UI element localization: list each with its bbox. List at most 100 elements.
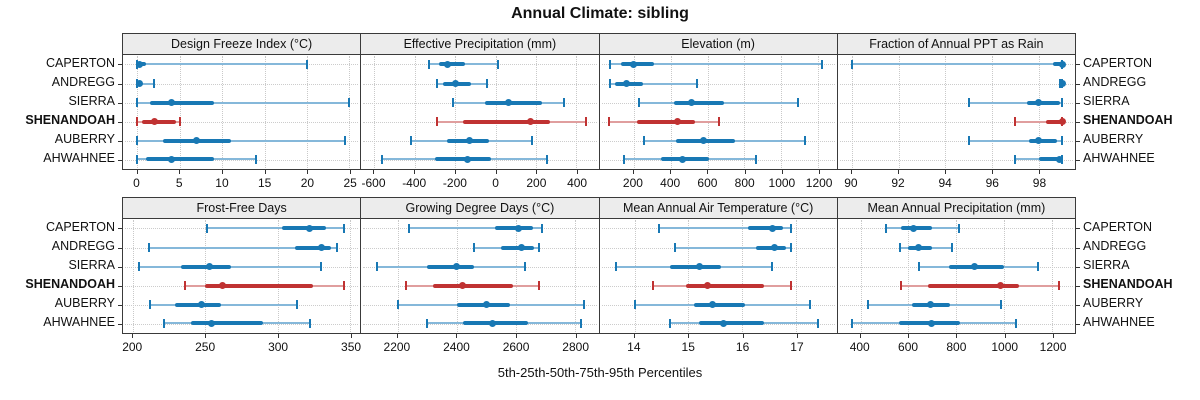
whisker-cap-auberry xyxy=(396,300,399,309)
median-dot-andregg xyxy=(135,80,143,87)
site-label-auberry: AUBERRY xyxy=(54,296,115,310)
row-tick-right xyxy=(1076,83,1080,85)
median-dot-caperton xyxy=(768,224,776,232)
axis-tick-mark xyxy=(577,170,579,174)
whisker-cap-shenandoah xyxy=(900,281,903,290)
site-label-andregg: ANDREGG xyxy=(1083,75,1147,89)
median-dot-andregg xyxy=(771,244,779,251)
site-label-caperton: CAPERTON xyxy=(1083,220,1153,234)
site-label-auberry: AUBERRY xyxy=(1083,296,1144,310)
range-5-95-caperton xyxy=(137,63,307,66)
range-25-75-shenandoah xyxy=(433,283,513,288)
panel-fraction-of-annual-ppt-as-rain: Fraction of Annual PPT as Rain 90 92 94 96 98 xyxy=(836,33,1080,196)
plot-area-mean-annual-precipitation-mm xyxy=(836,219,1080,334)
site-label-ahwahnee: AHWAHNEE xyxy=(43,315,115,329)
range-25-75-shenandoah xyxy=(637,119,695,124)
gridline-vertical xyxy=(670,56,672,168)
axis-tick-mark xyxy=(744,170,746,174)
median-dot-auberry xyxy=(700,137,708,144)
site-label-sierra: SIERRA xyxy=(68,94,115,108)
median-dot-sierra xyxy=(206,263,214,270)
whisker-cap-caperton xyxy=(850,59,853,69)
whisker-cap-auberry xyxy=(136,136,139,145)
whisker-cap-auberry xyxy=(530,136,533,145)
range-25-75-shenandoah xyxy=(463,119,551,124)
median-dot-shenandoah xyxy=(674,118,682,125)
row-tick-right xyxy=(1076,304,1080,306)
median-dot-sierra xyxy=(505,99,513,106)
range-5-95-andregg xyxy=(674,246,791,249)
gridline-vertical xyxy=(1038,56,1040,168)
gridline-vertical xyxy=(992,56,994,168)
median-dot-shenandoah xyxy=(527,118,535,125)
median-dot-auberry xyxy=(193,137,201,144)
x-axis-effective-precipitation-mm: -600 -400 -200 0 200 400 xyxy=(360,170,599,196)
median-dot-sierra xyxy=(167,99,175,106)
range-25-75-shenandoah xyxy=(1045,119,1063,124)
gridline-vertical xyxy=(374,56,376,168)
gridline-vertical xyxy=(851,56,853,168)
range-5-95-auberry xyxy=(137,139,345,142)
row-tick-left xyxy=(118,102,122,104)
axis-tick-label: 400 xyxy=(849,340,870,354)
median-dot-ahwahnee xyxy=(167,155,175,163)
median-dot-shenandoah xyxy=(219,282,227,289)
axis-tick-label: 200 xyxy=(122,340,143,354)
gridline-vertical xyxy=(277,220,279,332)
range-25-75-sierra xyxy=(180,264,232,269)
axis-tick-mark xyxy=(396,334,398,338)
site-labels-left-row2: CAPERTON ANDREGG SIERRA SHENANDOAH AUBERRY AH… xyxy=(0,197,122,332)
axis-tick-label: 300 xyxy=(268,340,289,354)
gridline-horizontal xyxy=(839,247,1073,249)
whisker-cap-ahwahnee xyxy=(426,318,429,328)
whisker-cap-ahwahnee xyxy=(1015,318,1018,328)
axis-tick-label: 400 xyxy=(660,176,681,190)
whisker-cap-andregg xyxy=(435,79,438,88)
whisker-cap-andregg xyxy=(899,243,902,252)
gridline-vertical xyxy=(818,56,820,168)
x-axis-mean-annual-precipitation-mm: 400 600 800 1000 1200 xyxy=(837,334,1076,360)
row-tick-right xyxy=(1076,266,1080,268)
whisker-cap-ahwahnee xyxy=(754,154,757,164)
site-label-shenandoah: SHENANDOAH xyxy=(1083,277,1173,291)
gridline-vertical xyxy=(414,56,416,168)
panel-header-effective-precipitation-mm: Effective Precipitation (mm) xyxy=(360,33,600,55)
site-label-ahwahnee: AHWAHNEE xyxy=(43,151,115,165)
whisker-cap-andregg xyxy=(950,243,953,252)
range-5-95-auberry xyxy=(150,303,297,306)
axis-tick-mark xyxy=(819,170,821,174)
whisker-cap-sierra xyxy=(137,262,140,271)
axis-tick-label: 20 xyxy=(300,176,315,190)
whisker-cap-shenandoah xyxy=(652,281,655,290)
row-tick-left xyxy=(118,121,122,123)
whisker-cap-caperton xyxy=(820,59,823,69)
axis-tick-mark xyxy=(516,334,518,338)
whisker-cap-caperton xyxy=(657,223,660,233)
range-5-95-caperton xyxy=(609,63,822,66)
median-dot-auberry xyxy=(197,301,205,308)
axis-tick-label: 14 xyxy=(627,340,641,354)
row-tick-left xyxy=(118,64,122,66)
gridline-vertical xyxy=(908,220,910,332)
row-tick-left xyxy=(118,285,122,287)
whisker-cap-ahwahnee xyxy=(851,318,854,328)
median-dot-andregg xyxy=(317,244,325,251)
axis-tick-mark xyxy=(454,170,456,174)
axis-tick-mark xyxy=(992,170,994,174)
range-5-95-andregg xyxy=(609,82,698,85)
x-axis-fraction-of-annual-ppt-as-rain: 90 92 94 96 98 xyxy=(837,170,1076,196)
axis-caption: 5th-25th-50th-75th-95th Percentiles xyxy=(497,365,703,380)
panel-row-1: CAPERTON ANDREGG SIERRA SHENANDOAH AUBERRY AH… xyxy=(0,33,1200,196)
axis-tick-mark xyxy=(221,170,223,174)
axis-tick-label: 200 xyxy=(622,176,643,190)
whisker-cap-ahwahnee xyxy=(816,318,819,328)
range-5-95-sierra xyxy=(968,101,1063,104)
axis-tick-label: 800 xyxy=(734,176,755,190)
median-dot-ahwahnee xyxy=(927,319,935,327)
whisker-cap-sierra xyxy=(638,98,641,107)
whisker-cap-caperton xyxy=(305,59,308,69)
panel-mean-annual-air-temperature-c: Mean Annual Air Temperature (°C) 14 15 16 17 xyxy=(598,197,838,360)
axis-tick-label: 15 xyxy=(258,176,272,190)
range-5-95-andregg xyxy=(137,82,155,85)
range-25-75-caperton xyxy=(620,62,654,67)
